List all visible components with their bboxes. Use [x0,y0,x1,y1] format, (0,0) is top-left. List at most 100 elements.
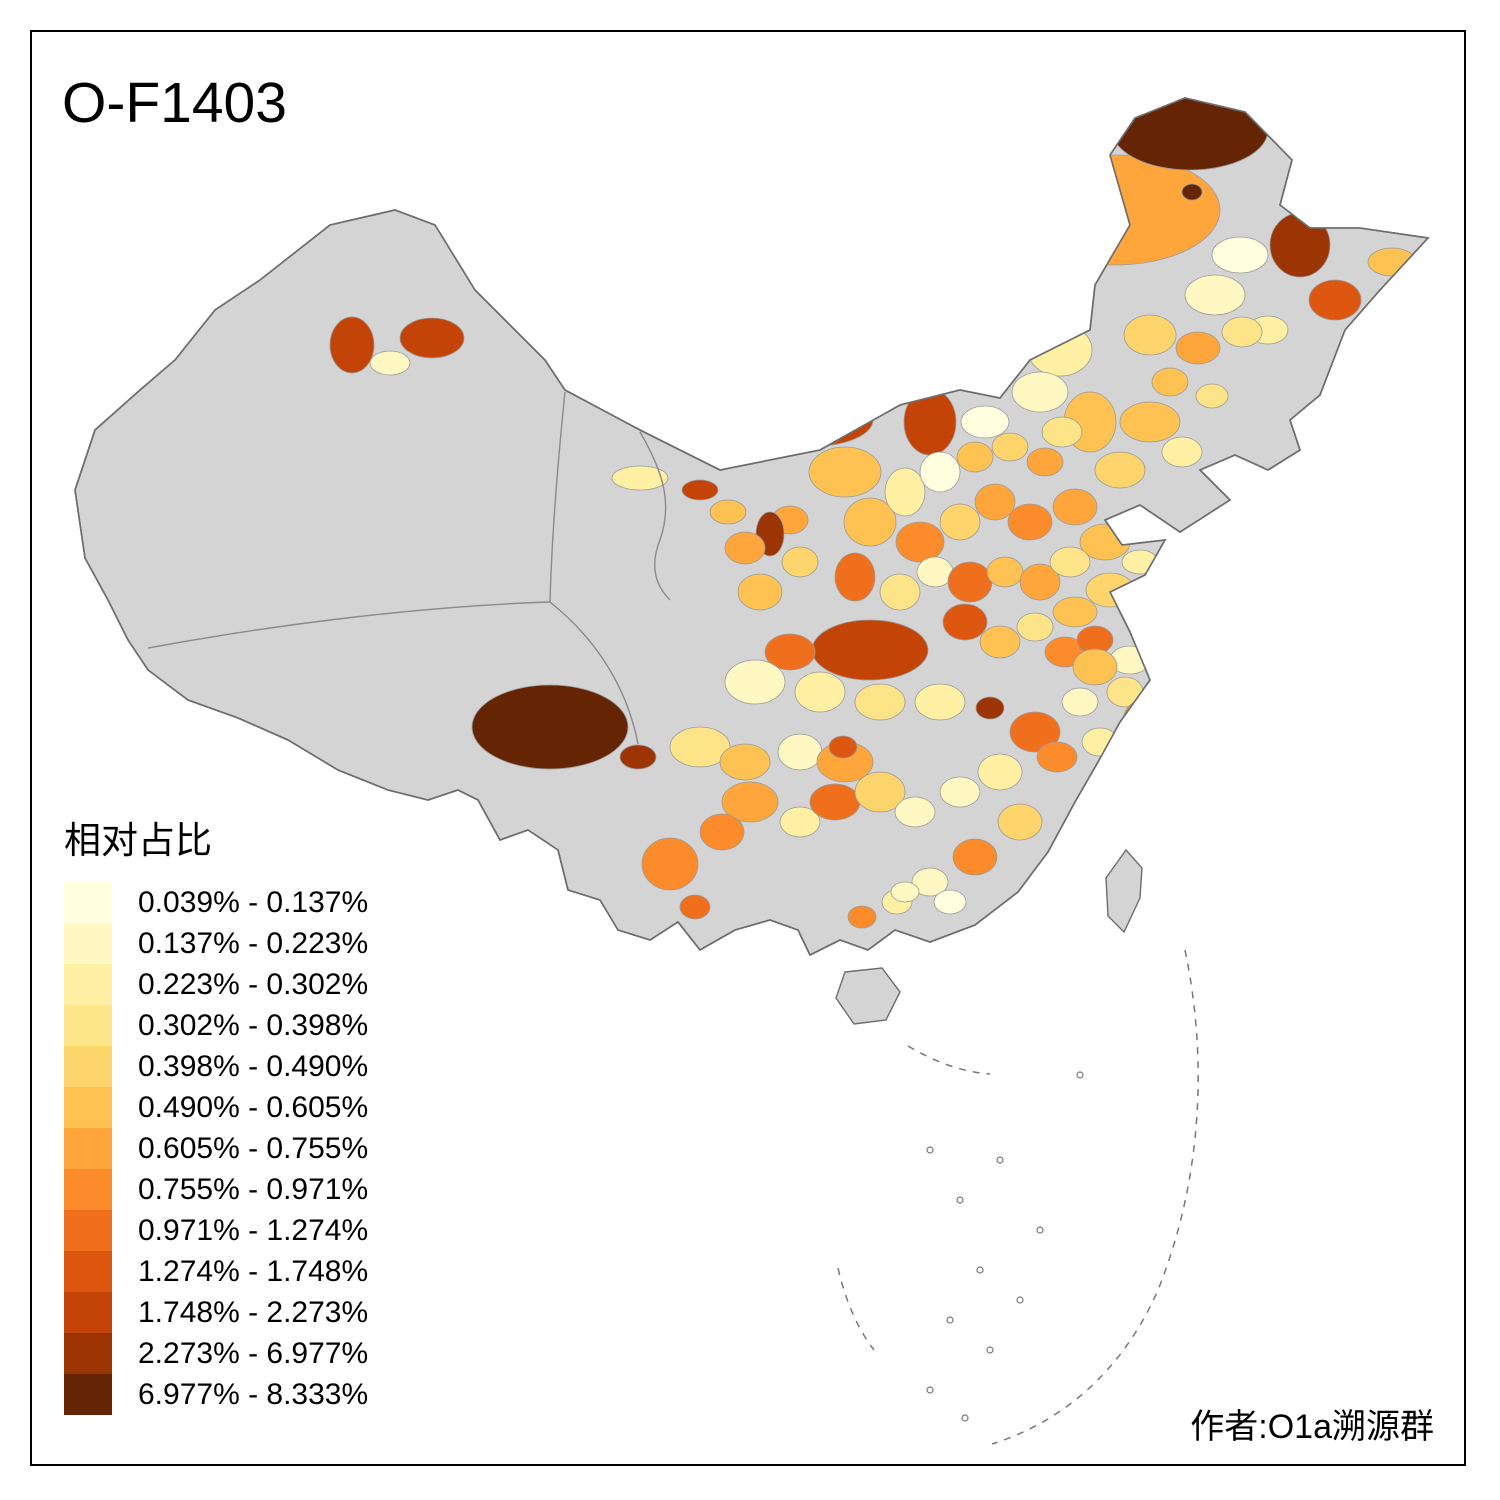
legend-swatch [64,923,112,964]
hainan-island [835,967,901,1025]
map-region [808,446,882,498]
legend-label: 0.490% - 0.605% [138,1090,369,1124]
legend-title: 相对占比 [64,820,212,861]
legend-row: 0.755% - 0.971% [64,1169,368,1210]
map-region [764,633,816,671]
map-region [942,603,988,641]
legend-label: 6.977% - 8.333% [138,1377,369,1411]
map-region [1007,503,1053,541]
map-region [721,781,779,823]
map-region [611,465,669,491]
legend-swatch [64,1169,112,1210]
legend-swatch [64,1292,112,1333]
map-region [1184,274,1246,316]
map-region [641,837,699,891]
map-region [847,905,877,929]
legend-label: 0.302% - 0.398% [138,1008,369,1042]
map-region [903,388,957,456]
map-region [679,894,711,920]
map-region [681,479,719,501]
map-region [669,726,731,768]
legend-label: 1.274% - 1.748% [138,1254,369,1288]
map-region [919,451,961,493]
legend-row: 0.039% - 0.137% [64,882,368,923]
legend-label: 0.755% - 0.971% [138,1172,369,1206]
map-region [974,483,1016,521]
map-region [1061,687,1099,717]
map-region [699,813,745,851]
legend-row: 0.223% - 0.302% [64,964,368,1005]
legend-label: 0.039% - 0.137% [138,885,369,919]
map-region [1151,367,1189,397]
map-region [471,684,629,770]
legend-label: 0.605% - 0.755% [138,1131,369,1165]
map-region [1221,316,1263,348]
attribution-text: 作者:O1a溯源群 [1190,1408,1434,1446]
legend-swatch [64,964,112,1005]
legend-swatch [64,1005,112,1046]
south-china-sea-boundary [837,949,1199,1445]
map-region [724,531,766,565]
legend-row: 0.605% - 0.755% [64,1128,368,1169]
map-region [1052,488,1098,526]
map-region [939,503,981,541]
map-region [843,497,897,547]
map-region [1119,401,1181,443]
map-region [997,803,1043,841]
legend-label: 0.971% - 1.274% [138,1213,369,1247]
region-layer [329,98,1417,929]
legend-row: 0.490% - 0.605% [64,1087,368,1128]
legend-row: 0.398% - 0.490% [64,1046,368,1087]
map-region [1119,587,1151,613]
map-region [1123,314,1177,356]
map-region [809,783,861,821]
legend-items: 0.039% - 0.137% 0.137% - 0.223% 0.223% - 0… [64,882,368,1415]
map-region [854,771,906,813]
map-region [1094,451,1146,489]
map-region [777,733,823,771]
china-outline [74,97,1430,957]
map-region [737,573,783,611]
map-region [1041,416,1083,448]
map-region [1011,371,1069,413]
map-region [779,806,821,838]
map-region [1211,236,1269,274]
map-region [916,556,954,588]
map-region [884,467,926,517]
map-region [1009,711,1061,753]
legend-label: 1.748% - 2.273% [138,1295,369,1329]
map-region [1026,447,1064,477]
legend-row: 0.971% - 1.274% [64,1210,368,1251]
map-region [1181,183,1203,201]
map-region [329,316,375,374]
map-region [369,350,411,376]
map-region [724,659,786,705]
legend-row: 0.302% - 0.398% [64,1005,368,1046]
map-region [977,753,1023,791]
map-region [709,499,747,525]
legend-swatch [64,1046,112,1087]
map-region [956,441,994,473]
map-region [879,573,921,611]
map-region [947,561,993,603]
legend-swatch [64,1087,112,1128]
map-region [890,881,920,903]
legend-swatch [64,882,112,923]
legend-swatch [64,1251,112,1292]
map-region [1085,572,1135,608]
map-region [1072,648,1118,686]
map-region [756,393,874,447]
legend-label: 0.223% - 0.302% [138,967,369,1001]
map-region [828,735,858,759]
map-region [1036,741,1078,773]
map-region [1027,323,1093,377]
map-region [1081,727,1119,757]
legend-label: 0.398% - 0.490% [138,1049,369,1083]
map-region [1049,546,1091,578]
legend-swatch [64,1128,112,1169]
map-region [1161,436,1203,468]
map-region [914,683,966,721]
map-region [719,743,771,781]
map-region [960,405,1010,439]
